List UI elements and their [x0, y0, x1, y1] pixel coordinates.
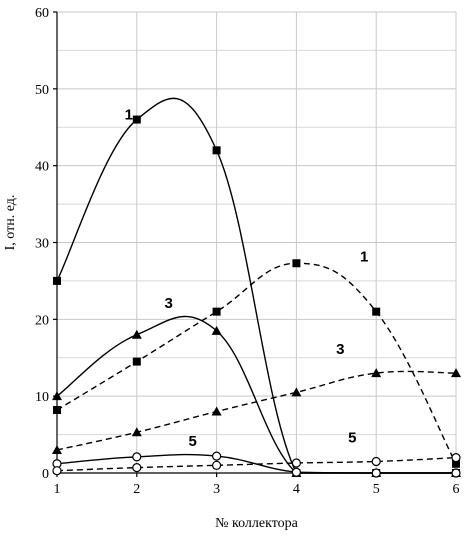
- square-marker: [452, 459, 460, 468]
- series-annotation: 5: [188, 433, 196, 450]
- y-tick-label: 50: [35, 83, 49, 98]
- y-tick-label: 20: [35, 313, 49, 328]
- series-line: [56, 453, 456, 474]
- y-tick-label: 40: [35, 160, 49, 175]
- circle-marker: [371, 456, 381, 467]
- x-tick-label: 6: [453, 482, 460, 497]
- circle-marker: [132, 463, 142, 473]
- series-annotation: 5: [348, 429, 356, 446]
- series-line: [56, 456, 457, 472]
- circle-marker: [212, 460, 222, 470]
- square-marker: [372, 307, 381, 316]
- circle-marker: [132, 452, 142, 462]
- square-marker: [212, 146, 221, 155]
- x-tick-label: 1: [54, 482, 61, 497]
- square-marker: [132, 115, 141, 124]
- circle-marker: [371, 468, 381, 478]
- triangle-marker: [211, 325, 222, 335]
- circle-marker: [291, 467, 301, 477]
- triangle-marker: [371, 368, 382, 378]
- triangle-marker: [131, 329, 142, 339]
- circle-marker: [451, 453, 461, 463]
- series-line: [56, 315, 456, 474]
- series-annotation: 3: [165, 295, 173, 312]
- x-tick-label: 4: [293, 482, 300, 497]
- series-5-dashed: [52, 368, 461, 454]
- series-line: [56, 370, 457, 451]
- x-tick-label: 5: [373, 482, 380, 497]
- series-3-solid: [52, 451, 461, 478]
- y-tick-label: 10: [35, 390, 49, 405]
- x-tick-label: 3: [213, 482, 220, 497]
- axes: 0 10 20 30 40 50 60 1 2 3 4 5 6: [35, 6, 460, 497]
- series-line: [56, 262, 457, 465]
- series-2-solid: [52, 315, 461, 477]
- x-tick-label: 2: [133, 482, 140, 497]
- square-marker: [212, 307, 221, 316]
- triangle-marker: [52, 444, 62, 454]
- series-group: [52, 97, 461, 478]
- x-axis-title: № коллектора: [215, 516, 299, 531]
- triangle-marker: [211, 406, 222, 416]
- square-marker: [132, 357, 141, 366]
- triangle-marker: [52, 391, 62, 401]
- triangle-marker: [291, 387, 302, 397]
- square-marker: [292, 259, 301, 268]
- series-6-dashed: [52, 453, 461, 476]
- series-1-solid: [53, 97, 460, 477]
- labels: 1 3 5 1 3 5: [125, 107, 369, 451]
- triangle-marker: [451, 368, 461, 378]
- triangle-marker: [131, 427, 142, 437]
- square-marker: [53, 276, 61, 285]
- grid: [57, 11, 457, 474]
- series-annotation: 1: [125, 107, 133, 124]
- series-line: [56, 97, 456, 474]
- y-tick-label: 60: [35, 6, 49, 21]
- square-marker: [53, 405, 61, 414]
- y-tick-label: 30: [35, 237, 49, 252]
- circle-marker: [291, 458, 301, 468]
- series-4-dashed: [53, 259, 460, 468]
- circle-marker: [52, 466, 62, 476]
- series-annotation: 3: [336, 341, 344, 358]
- circle-marker: [212, 451, 222, 461]
- y-axis-title: I, отн. ед.: [3, 195, 18, 251]
- circle-marker: [451, 468, 461, 478]
- y-tick-label: 0: [42, 467, 49, 482]
- series-annotation: 1: [360, 249, 368, 266]
